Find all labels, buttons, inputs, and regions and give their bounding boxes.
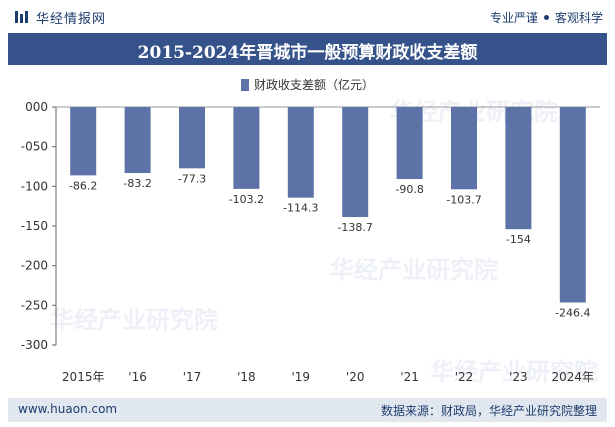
data-label: -77.3	[178, 172, 206, 185]
dot-icon	[543, 15, 549, 20]
chart-legend: 财政收支差额（亿元）	[0, 76, 615, 93]
bar	[233, 107, 260, 189]
x-tick-label: 2015年	[62, 370, 105, 384]
y-tick-label: -100	[21, 179, 48, 193]
bar	[505, 107, 532, 230]
top-bar: 华经情报网 专业严谨 客观科学	[0, 0, 615, 32]
data-label: -114.3	[283, 202, 318, 215]
x-tick-label: 2024年	[552, 370, 595, 384]
watermark: 华经产业研究院	[330, 256, 498, 284]
data-label: -103.7	[446, 193, 481, 206]
bar	[124, 107, 151, 174]
x-tick-label: '22	[455, 370, 474, 384]
y-tick-label: -200	[21, 259, 48, 273]
bar	[70, 107, 97, 176]
bar	[287, 107, 314, 198]
data-label: -154	[506, 233, 531, 246]
legend-swatch	[240, 78, 249, 91]
data-label: -90.8	[395, 183, 423, 196]
data-label: -246.4	[555, 306, 590, 319]
bar	[342, 107, 369, 218]
bar	[451, 107, 477, 190]
title-bar: 2015-2024年晋城市一般预算财政收支差额	[8, 33, 607, 65]
data-label: -103.2	[229, 193, 264, 206]
tagline: 专业严谨 客观科学	[490, 9, 603, 26]
footer-bar: www.huaon.com 数据来源：财政局，华经产业研究院整理	[8, 398, 607, 422]
data-label: -86.2	[69, 179, 97, 192]
y-tick-label: 000	[25, 100, 48, 114]
brand-name: 华经情报网	[36, 12, 107, 27]
bar	[179, 107, 205, 169]
data-label: -83.2	[123, 177, 151, 190]
watermark: 华经产业研究院	[430, 358, 598, 386]
chart-title: 2015-2024年晋城市一般预算财政收支差额	[137, 43, 478, 63]
x-tick-label: '19	[292, 370, 311, 384]
footer-url: www.huaon.com	[18, 402, 118, 416]
y-tick-label: -300	[21, 338, 48, 352]
y-tick-label: -050	[21, 140, 48, 154]
legend-label: 财政收支差额（亿元）	[253, 78, 374, 92]
x-tick-label: '17	[183, 370, 202, 384]
x-tick-label: '23	[509, 370, 528, 384]
tagline-left: 专业严谨	[489, 11, 538, 25]
x-tick-label: '16	[128, 370, 147, 384]
watermark: 华经产业研究院	[50, 306, 218, 334]
bar	[559, 107, 586, 303]
tagline-right: 客观科学	[554, 11, 603, 25]
footer-source: 数据来源：财政局，华经产业研究院整理	[380, 404, 597, 418]
logo-icon	[15, 11, 28, 23]
x-tick-label: '18	[237, 370, 256, 384]
bar	[396, 107, 423, 180]
x-tick-label: '21	[400, 370, 419, 384]
y-tick-label: -150	[21, 219, 48, 233]
data-label: -138.7	[337, 221, 372, 234]
x-tick-label: '20	[346, 370, 365, 384]
y-tick-label: -250	[21, 298, 48, 312]
